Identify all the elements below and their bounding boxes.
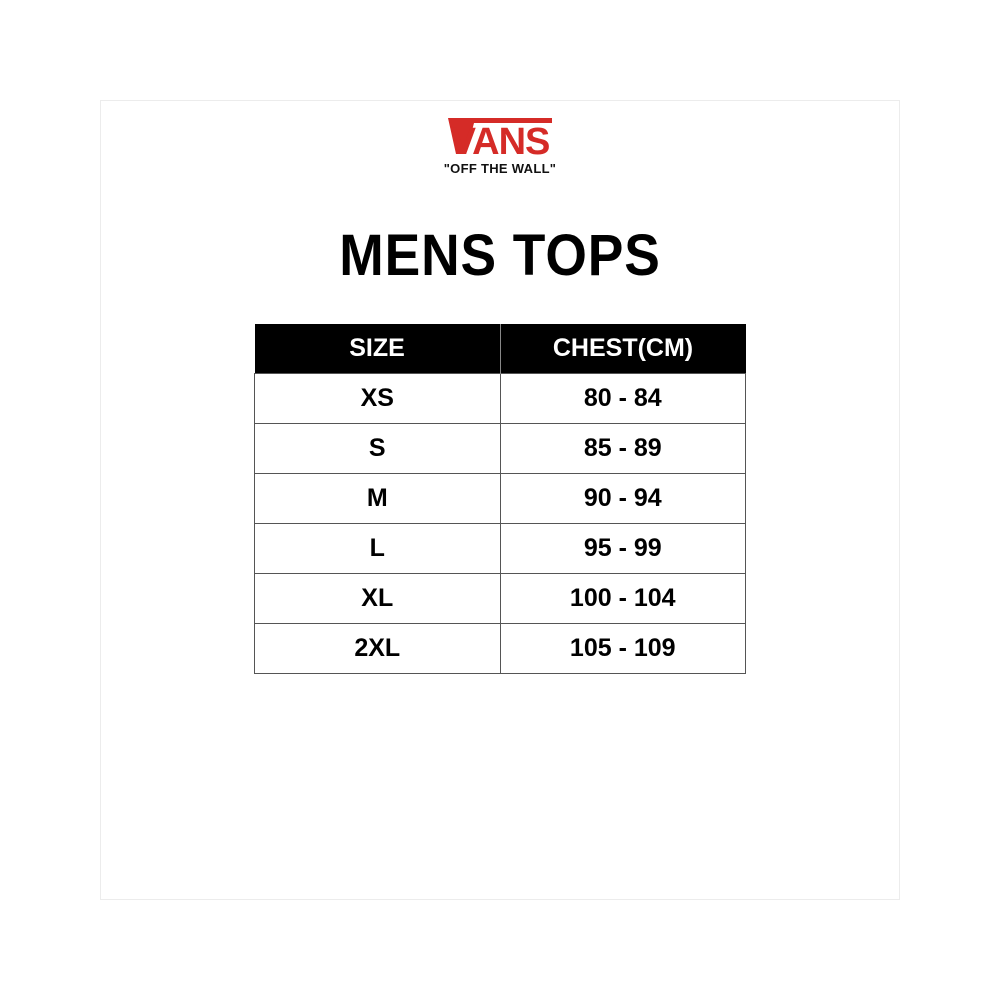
size-cell: S: [254, 423, 501, 474]
table-row: S 85 - 89: [254, 423, 746, 474]
size-cell: XS: [254, 373, 501, 424]
chest-cell: 90 - 94: [499, 473, 746, 524]
chest-cell: 80 - 84: [499, 373, 746, 424]
size-cell: 2XL: [254, 623, 501, 674]
table-row: M 90 - 94: [254, 473, 746, 524]
size-cell: XL: [254, 573, 501, 624]
table-row: XS 80 - 84: [254, 373, 746, 424]
svg-text:VANS: VANS: [451, 121, 550, 163]
chest-cell: 105 - 109: [499, 623, 746, 674]
page-frame: [100, 100, 900, 900]
vans-logo: VANS: [440, 114, 560, 164]
size-cell: M: [254, 473, 501, 524]
chest-cell: 85 - 89: [499, 423, 746, 474]
chest-cell: 100 - 104: [499, 573, 746, 624]
size-cell: L: [254, 523, 501, 574]
header-chest: CHEST(CM): [500, 324, 746, 374]
size-chart-table: SIZE CHEST(CM) XS 80 - 84 S 85 - 89 M 90 - …: [254, 324, 746, 674]
chest-cell: 95 - 99: [499, 523, 746, 574]
table-header-row: SIZE CHEST(CM): [254, 324, 746, 374]
table-row: L 95 - 99: [254, 523, 746, 574]
brand-tagline: "OFF THE WALL": [443, 161, 557, 176]
header-size: SIZE: [254, 324, 501, 374]
table-row: 2XL 105 - 109: [254, 623, 746, 674]
table-row: XL 100 - 104: [254, 573, 746, 624]
page-title: MENS TOPS: [339, 223, 661, 288]
